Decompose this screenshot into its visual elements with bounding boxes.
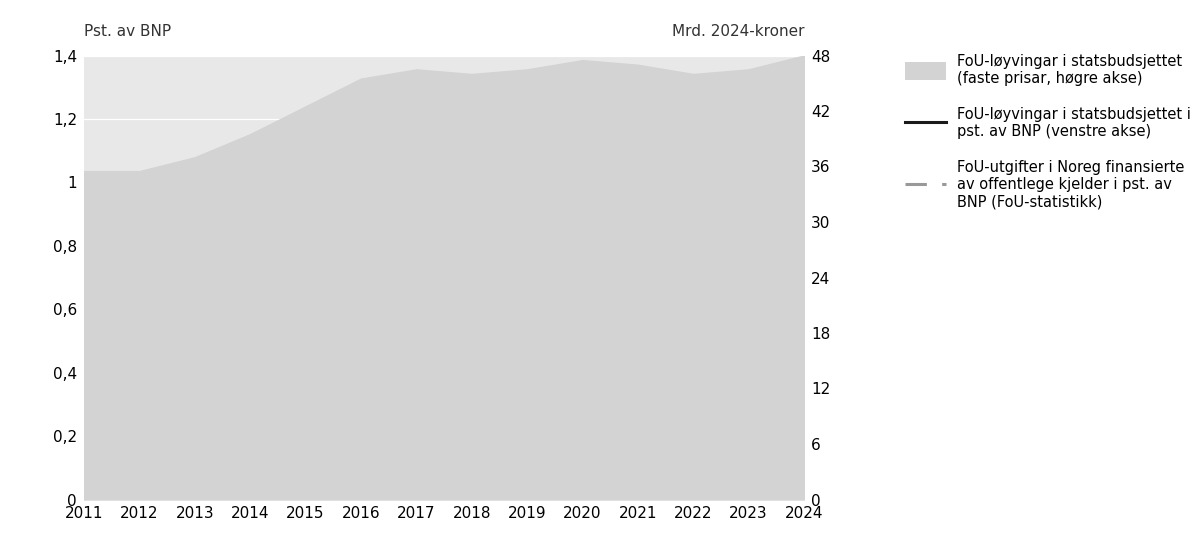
Legend: FoU-løyvingar i statsbudsjettet
(faste prisar, høgre akse), FoU-løyvingar i stat: FoU-løyvingar i statsbudsjettet (faste p… <box>905 54 1192 209</box>
Text: Pst. av BNP: Pst. av BNP <box>84 24 172 39</box>
Text: Mrd. 2024-kroner: Mrd. 2024-kroner <box>672 24 804 39</box>
